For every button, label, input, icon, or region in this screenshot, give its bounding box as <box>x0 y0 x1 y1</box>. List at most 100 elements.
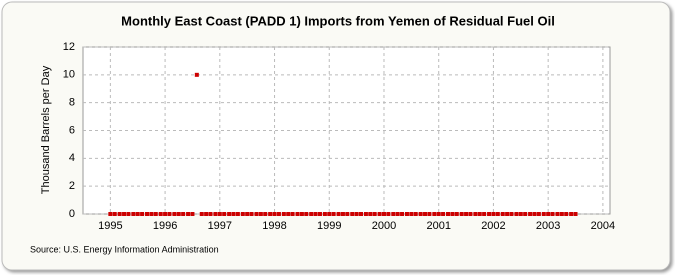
y-tick-label: 4 <box>69 152 75 164</box>
point <box>404 212 409 216</box>
point <box>222 212 227 216</box>
point <box>459 212 464 216</box>
point <box>555 212 560 216</box>
x-tick-label: 1997 <box>208 220 232 232</box>
x-tick-label: 2003 <box>536 220 560 232</box>
point <box>199 212 204 216</box>
point <box>359 212 364 216</box>
y-axis-label: Thousand Barrels per Day <box>40 65 52 194</box>
point <box>331 212 336 216</box>
point <box>368 212 373 216</box>
point <box>386 212 391 216</box>
point <box>450 212 455 216</box>
source: Source: U.S. Energy Information Administ… <box>30 244 219 254</box>
point <box>186 212 191 216</box>
point <box>550 212 555 216</box>
point <box>482 212 487 216</box>
point <box>149 212 154 216</box>
point <box>317 212 322 216</box>
x-tick-label: 2002 <box>481 220 505 232</box>
point <box>464 212 469 216</box>
point <box>377 212 382 216</box>
point <box>423 212 428 216</box>
x-tick-label: 2001 <box>426 220 450 232</box>
y-tick-label: 12 <box>63 41 75 53</box>
point <box>559 212 564 216</box>
point <box>446 212 451 216</box>
point <box>172 212 177 216</box>
point <box>363 212 368 216</box>
point <box>391 212 396 216</box>
point <box>400 212 405 216</box>
point <box>546 212 551 216</box>
point <box>395 212 400 216</box>
point <box>227 212 232 216</box>
point <box>217 212 222 216</box>
point <box>108 212 113 216</box>
point <box>473 212 478 216</box>
point <box>454 212 459 216</box>
point <box>135 212 140 216</box>
point <box>295 212 300 216</box>
point <box>514 212 519 216</box>
point <box>528 212 533 216</box>
point <box>304 212 309 216</box>
point <box>153 212 158 216</box>
point <box>372 212 377 216</box>
point <box>208 212 213 216</box>
point <box>432 212 437 216</box>
point <box>427 212 432 216</box>
point <box>327 212 332 216</box>
point <box>176 212 181 216</box>
point <box>254 212 259 216</box>
point <box>240 212 245 216</box>
point <box>249 212 254 216</box>
point <box>564 212 569 216</box>
x-tick-label: 1999 <box>317 220 341 232</box>
point <box>441 212 446 216</box>
x-tick-label: 2004 <box>591 220 615 232</box>
point <box>213 212 218 216</box>
point <box>495 212 500 216</box>
point <box>126 212 131 216</box>
point <box>286 212 291 216</box>
point <box>345 212 350 216</box>
point <box>299 212 304 216</box>
point <box>569 212 574 216</box>
point <box>491 212 496 216</box>
point <box>122 212 127 216</box>
point <box>190 212 195 216</box>
point <box>354 212 359 216</box>
point <box>235 212 240 216</box>
point <box>140 212 145 216</box>
point <box>263 212 268 216</box>
x-tick-label: 1995 <box>98 220 122 232</box>
point <box>500 212 505 216</box>
point <box>167 212 172 216</box>
point <box>281 212 286 216</box>
point <box>381 212 386 216</box>
point <box>477 212 482 216</box>
point <box>518 212 523 216</box>
point <box>536 212 541 216</box>
x-tick-label: 2000 <box>372 220 396 232</box>
point <box>487 212 492 216</box>
point <box>231 212 236 216</box>
y-tick-label: 0 <box>69 208 75 220</box>
x-tick-label: 1998 <box>262 220 286 232</box>
point <box>112 212 117 216</box>
chart-title: Monthly East Coast (PADD 1) Imports from… <box>121 13 555 28</box>
point <box>117 212 122 216</box>
point <box>276 212 281 216</box>
point <box>158 212 163 216</box>
point <box>181 212 186 216</box>
point <box>541 212 546 216</box>
point <box>350 212 355 216</box>
point <box>163 212 168 216</box>
point <box>468 212 473 216</box>
y-tick-label: 6 <box>69 124 75 136</box>
point <box>258 212 263 216</box>
y-tick-label: 10 <box>63 69 75 81</box>
y-tick-label: 2 <box>69 180 75 192</box>
